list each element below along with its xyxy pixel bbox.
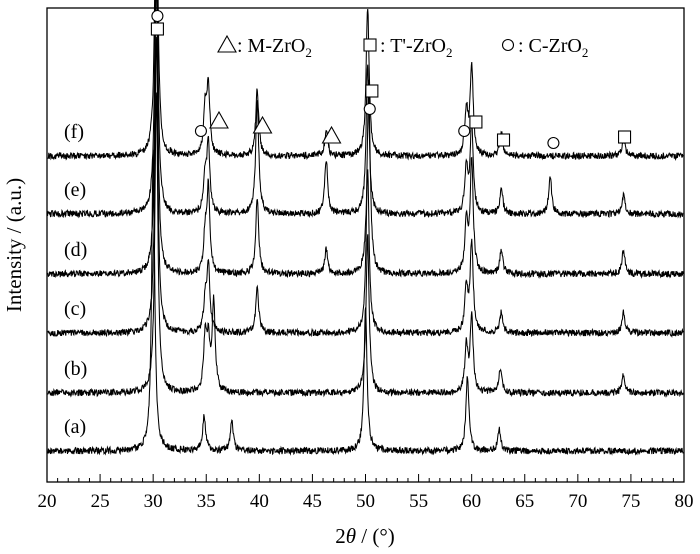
cubic-marker	[547, 136, 560, 150]
series-label: (b)	[64, 358, 87, 380]
xrd-trace	[47, 0, 684, 219]
xrd-trace	[47, 0, 684, 161]
tetragonal-marker	[469, 115, 483, 129]
legend-subscript: 2	[446, 45, 453, 60]
x-tick-label: 40	[250, 491, 269, 512]
legend-label: : T'-ZrO2	[380, 35, 453, 60]
monoclinic-marker	[321, 125, 342, 144]
xrd-trace	[47, 36, 684, 338]
x-tick-label: 45	[303, 491, 322, 512]
cubic-marker	[194, 124, 207, 138]
tetragonal-marker	[363, 38, 377, 52]
x-tick-label: 20	[38, 491, 57, 512]
x-tick-label: 35	[197, 491, 216, 512]
series-label: (e)	[64, 179, 86, 201]
x-tick-label: 75	[621, 491, 640, 512]
xrd-trace	[47, 149, 684, 456]
x-axis-ticks: 20 25 30 35 40 45 50 55 60 65 70 75 80	[38, 474, 694, 512]
xrd-trace	[47, 0, 684, 279]
cubic-marker	[501, 38, 515, 52]
x-tick-label: 50	[356, 491, 375, 512]
legend-subscript: 2	[582, 45, 589, 60]
series-label: (f)	[64, 121, 84, 143]
y-axis-title: Intensity / (a.u.)	[2, 178, 26, 312]
series-labels: (a) (b) (c) (d) (e) (f)	[64, 121, 87, 438]
monoclinic-marker	[217, 34, 237, 53]
x-tick-label: 30	[144, 491, 163, 512]
monoclinic-marker	[252, 115, 273, 134]
xrd-traces	[47, 0, 684, 456]
tetragonal-marker	[617, 130, 632, 144]
cubic-marker	[458, 124, 471, 138]
phase-markers	[150, 9, 632, 150]
phase-legend: : M-ZrO2 : T'-ZrO2 : C-ZrO2	[217, 34, 588, 60]
x-tick-label: 80	[675, 491, 694, 512]
legend-label: : M-ZrO2	[237, 35, 312, 60]
tetragonal-marker	[365, 84, 379, 98]
legend-label: : C-ZrO2	[518, 35, 588, 60]
x-tick-label: 55	[409, 491, 428, 512]
series-label: (a)	[64, 416, 86, 438]
monoclinic-marker	[209, 110, 229, 129]
series-label: (d)	[64, 239, 87, 261]
cubic-marker	[151, 9, 164, 23]
tetragonal-marker	[150, 22, 164, 36]
series-label: (c)	[64, 298, 86, 320]
tetragonal-marker	[496, 133, 511, 147]
x-tick-label: 60	[462, 491, 481, 512]
x-axis-title: 2θ / (°)	[335, 524, 395, 548]
cubic-marker	[363, 102, 376, 116]
xrd-trace	[47, 92, 684, 398]
x-tick-label: 65	[515, 491, 534, 512]
legend-subscript: 2	[305, 45, 312, 60]
x-tick-label: 25	[91, 491, 110, 512]
x-tick-label: 70	[568, 491, 587, 512]
